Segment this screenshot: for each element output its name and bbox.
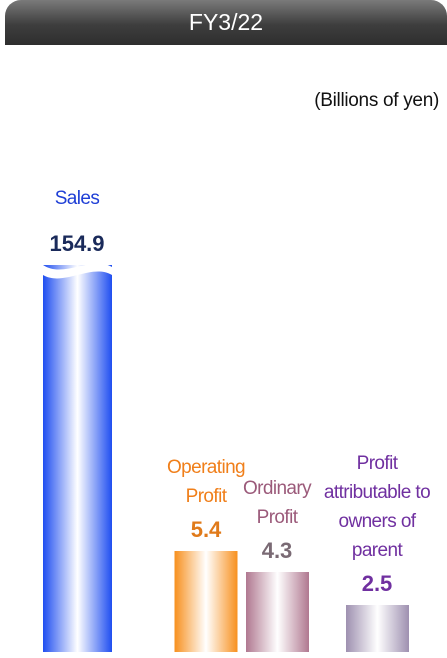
bar <box>245 571 309 652</box>
column: Sales 154.9 <box>32 184 122 652</box>
header-tab: FY3/22 <box>5 0 447 45</box>
column: Ordinary Profit 4.3 <box>227 474 327 652</box>
value-label: 154.9 <box>49 231 105 256</box>
value-label: 4.3 <box>261 537 293 563</box>
category-label: Profit attributable to owners of parent <box>323 453 431 562</box>
category-label: Sales <box>54 188 100 209</box>
value-label: 2.5 <box>361 571 393 597</box>
category-label: Ordinary Profit <box>242 477 312 528</box>
unit-label: (Billions of yen) <box>314 90 439 111</box>
axis-break <box>42 263 112 279</box>
column: Operating Profit 5.4 <box>154 453 259 652</box>
bar <box>345 605 409 652</box>
bar <box>174 551 238 652</box>
column: Profit attributable to owners of parent 2… <box>322 449 432 652</box>
break-band <box>42 263 112 279</box>
category-label: Operating Profit <box>166 457 246 508</box>
value-label: 5.4 <box>190 517 222 543</box>
bar <box>42 263 112 652</box>
